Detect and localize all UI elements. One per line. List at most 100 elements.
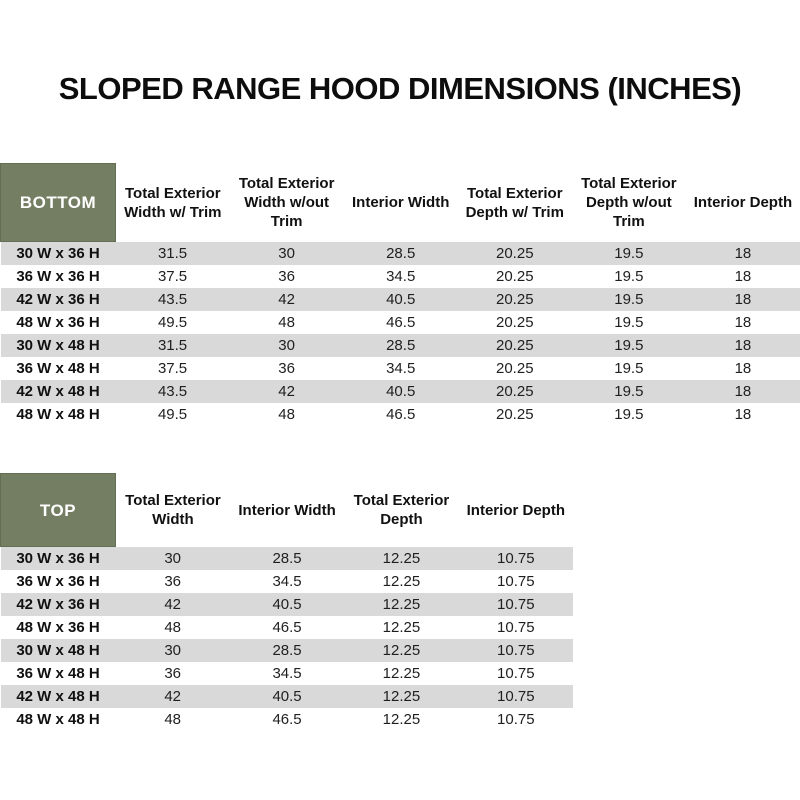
table-row: 30 W x 36 H 30 28.5 12.25 10.75 [0, 546, 573, 570]
dimension-cell: 19.5 [571, 241, 686, 265]
row-label: 36 W x 36 H [16, 573, 100, 590]
dimension-cell: 18 [685, 380, 800, 403]
dimension-cell: 18 [734, 360, 752, 377]
table-row: 30 W x 48 H 31.5 30 28.5 20.25 19.5 18 [0, 334, 800, 357]
dimension-cell: 49.5 [157, 406, 188, 423]
dimension-cell: 31.5 [115, 334, 230, 357]
dimension-cell: 40.5 [229, 685, 345, 708]
dimension-cell: 19.5 [571, 380, 686, 403]
column-header-ext-width-no-trim: Total Exterior Width w/out Trim [229, 163, 344, 242]
bottom-table-title: BOTTOM [0, 163, 116, 242]
table-row: 48 W x 48 H 48 46.5 12.25 10.75 [1, 708, 574, 731]
column-header-interior-depth: Interior Depth [685, 163, 800, 242]
dimension-cell: 36 [278, 360, 295, 377]
row-label: 42 W x 36 H [0, 593, 116, 616]
column-header-interior-depth: Interior Depth [458, 473, 573, 547]
dimension-cell: 46.5 [386, 406, 416, 423]
table-row: 30 W x 36 H 31.5 30 28.5 20.25 19.5 18 [0, 241, 800, 265]
dimension-cell: 20.25 [457, 380, 572, 403]
dimension-cell: 10.75 [458, 685, 573, 708]
dimension-cell: 28.5 [343, 334, 458, 357]
dimension-cell: 12.25 [382, 619, 421, 636]
row-label: 30 W x 48 H [0, 639, 116, 662]
dimension-cell: 10.75 [497, 711, 535, 728]
dimension-cell: 48 [278, 406, 295, 423]
table-row: 42 W x 48 H 43.5 42 40.5 20.25 19.5 18 [0, 380, 800, 403]
dimension-cell: 48 [278, 314, 295, 331]
dimension-cell: 12.25 [344, 685, 459, 708]
column-header-interior-width: Interior Width [343, 163, 458, 242]
dimension-cell: 34.5 [272, 573, 302, 590]
dimension-cell: 20.25 [457, 288, 572, 311]
dimension-cell: 12.25 [382, 711, 421, 728]
dimension-cell: 10.75 [497, 573, 535, 590]
bottom-dimensions-table: BOTTOM Total Exterior Width w/ Trim Tota… [0, 163, 800, 426]
table-row: 48 W x 36 H 49.5 48 46.5 20.25 19.5 18 [1, 311, 800, 334]
table-row: 42 W x 36 H 42 40.5 12.25 10.75 [0, 593, 573, 616]
dimension-cell: 49.5 [157, 314, 188, 331]
dimension-cell: 10.75 [458, 639, 573, 662]
dimension-cell: 42 [115, 685, 230, 708]
row-label: 48 W x 48 H [16, 406, 100, 423]
dimension-cell: 30 [229, 241, 344, 265]
row-label: 36 W x 36 H [16, 268, 100, 285]
dimension-cell: 18 [734, 268, 752, 285]
dimension-cell: 10.75 [458, 546, 573, 570]
dimension-cell: 19.5 [571, 334, 686, 357]
top-header-row: TOP Total Exterior Width Interior Width … [0, 473, 573, 547]
top-table-title: TOP [0, 473, 116, 547]
dimension-cell: 19.5 [614, 406, 644, 423]
dimension-cell: 30 [229, 334, 344, 357]
table-row: 36 W x 48 H 37.5 36 34.5 20.25 19.5 18 [1, 357, 800, 380]
row-label: 42 W x 36 H [0, 288, 116, 311]
dimension-cell: 20.25 [496, 268, 534, 285]
dimension-cell: 12.25 [382, 573, 421, 590]
row-label: 48 W x 48 H [16, 711, 100, 728]
dimension-cell: 28.5 [229, 639, 345, 662]
row-label: 42 W x 48 H [0, 685, 116, 708]
dimension-cell: 36 [278, 268, 295, 285]
dimension-cell: 34.5 [272, 665, 302, 682]
row-label: 30 W x 36 H [0, 241, 116, 265]
row-label: 36 W x 48 H [16, 360, 100, 377]
dimension-cell: 48 [164, 619, 182, 636]
dimension-cell: 46.5 [386, 314, 416, 331]
table-row: 36 W x 36 H 37.5 36 34.5 20.25 19.5 18 [1, 265, 800, 288]
column-header-ext-depth: Total Exterior Depth [344, 473, 459, 547]
table-row: 30 W x 48 H 30 28.5 12.25 10.75 [0, 639, 573, 662]
dimension-cell: 18 [734, 406, 752, 423]
bottom-header-row: BOTTOM Total Exterior Width w/ Trim Tota… [0, 163, 800, 242]
dimension-cell: 18 [685, 241, 800, 265]
top-dimensions-table: TOP Total Exterior Width Interior Width … [0, 473, 573, 731]
row-label: 48 W x 36 H [16, 314, 100, 331]
dimension-cell: 28.5 [343, 241, 458, 265]
dimension-cell: 20.25 [496, 314, 534, 331]
column-header-ext-width: Total Exterior Width [115, 473, 230, 547]
dimension-cell: 30 [115, 639, 230, 662]
dimension-cell: 10.75 [497, 619, 535, 636]
table-row: 48 W x 36 H 48 46.5 12.25 10.75 [1, 616, 574, 639]
dimension-cell: 36 [164, 665, 182, 682]
table-row: 42 W x 48 H 42 40.5 12.25 10.75 [0, 685, 573, 708]
dimension-cell: 18 [685, 334, 800, 357]
dimension-cell: 10.75 [497, 665, 535, 682]
column-header-ext-depth-trim: Total Exterior Depth w/ Trim [457, 163, 572, 242]
dimension-cell: 36 [164, 573, 182, 590]
dimension-cell: 46.5 [272, 619, 302, 636]
dimension-cell: 43.5 [115, 380, 230, 403]
dimension-cell: 34.5 [386, 360, 416, 377]
row-label: 48 W x 36 H [16, 619, 100, 636]
dimension-cell: 46.5 [272, 711, 302, 728]
dimension-cell: 19.5 [614, 268, 644, 285]
dimension-cell: 10.75 [458, 593, 573, 616]
dimension-cell: 12.25 [344, 546, 459, 570]
dimension-cell: 48 [164, 711, 182, 728]
row-label: 36 W x 48 H [16, 665, 100, 682]
row-label: 42 W x 48 H [0, 380, 116, 403]
dimension-cell: 40.5 [343, 380, 458, 403]
dimension-cell: 31.5 [115, 241, 230, 265]
dimension-cell: 37.5 [157, 360, 188, 377]
dimension-cell: 19.5 [614, 360, 644, 377]
dimension-cell: 20.25 [457, 241, 572, 265]
dimension-cell: 19.5 [571, 288, 686, 311]
